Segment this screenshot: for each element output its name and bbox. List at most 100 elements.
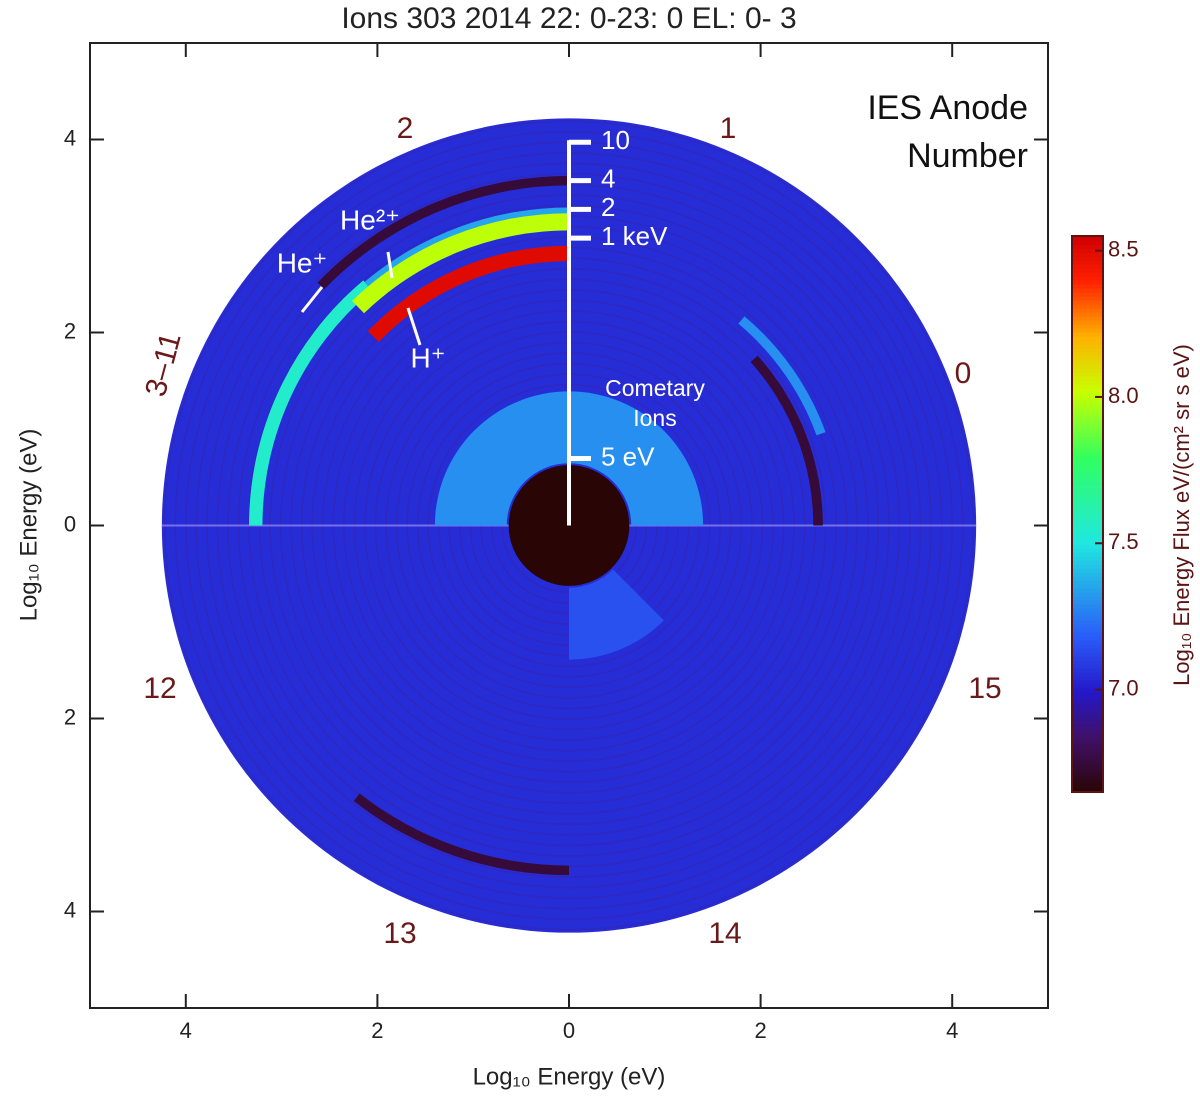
colorbar-step [1072,324,1103,329]
colorbar-step [1072,556,1103,561]
anode-label: 12 [143,672,176,705]
x-tick-label: 4 [946,1018,958,1043]
y-tick-label: 2 [64,704,76,729]
colorbar-step [1072,416,1103,421]
colorbar-step [1072,552,1103,557]
colorbar-step [1072,268,1103,273]
colorbar-step [1072,244,1103,249]
colorbar-step [1072,600,1103,605]
colorbar-step [1072,508,1103,513]
colorbar-step [1072,704,1103,709]
colorbar-step [1072,764,1103,769]
colorbar-step [1072,392,1103,397]
colorbar-frame [1071,235,1104,793]
colorbar-step [1072,300,1103,305]
colorbar-step [1072,412,1103,417]
colorbar-step [1072,256,1103,261]
colorbar-step [1072,328,1103,333]
colorbar-step [1072,616,1103,621]
colorbar-step [1072,564,1103,569]
species-label: He⁺ [277,247,328,278]
colorbar-step [1072,748,1103,753]
colorbar-step [1072,444,1103,449]
colorbar-step [1072,668,1103,673]
colorbar-step [1072,236,1103,241]
energy-scale-label: 1 keV [601,221,668,251]
colorbar-step [1072,736,1103,741]
colorbar-step [1072,724,1103,729]
colorbar-step [1072,312,1103,317]
colorbar-step [1072,592,1103,597]
x-tick-label: 2 [371,1018,383,1043]
anode-label: 0 [955,357,972,390]
colorbar-step [1072,696,1103,701]
colorbar-step [1072,424,1103,429]
colorbar-step [1072,784,1103,789]
flux-sector [249,280,372,526]
anode-label: 14 [708,917,741,950]
y-tick-label: 2 [64,318,76,343]
colorbar-step [1072,568,1103,573]
colorbar-step [1072,732,1103,737]
colorbar-step [1072,664,1103,669]
colorbar-step [1072,472,1103,477]
colorbar-step [1072,480,1103,485]
colorbar-step [1072,272,1103,277]
colorbar-step [1072,652,1103,657]
colorbar-step [1072,500,1103,505]
colorbar-step [1072,492,1103,497]
colorbar-step [1072,680,1103,685]
colorbar-step [1072,404,1103,409]
colorbar-tick-label: 7.5 [1108,529,1139,554]
flux-sector [750,355,823,526]
colorbar-step [1072,288,1103,293]
colorbar-step [1072,484,1103,489]
species-label: He²⁺ [340,204,400,235]
colorbar-step [1072,476,1103,481]
colorbar-step [1072,304,1103,309]
colorbar-step [1072,336,1103,341]
x-tick-label: 0 [563,1018,575,1043]
energy-scale-label: 5 eV [601,441,655,471]
colorbar-step [1072,768,1103,773]
colorbar-step [1072,448,1103,453]
chart-title: Ions 303 2014 22: 0-23: 0 EL: 0- 3 [341,2,796,35]
colorbar-step [1072,248,1103,253]
colorbar-step [1072,644,1103,649]
flux-sector [353,793,569,876]
colorbar-step [1072,608,1103,613]
colorbar-step [1072,432,1103,437]
colorbar-step [1072,376,1103,381]
colorbar-step [1072,360,1103,365]
colorbar-step [1072,512,1103,517]
colorbar-step [1072,588,1103,593]
colorbar-step [1072,348,1103,353]
y-axis-label: Log₁₀ Energy (eV) [15,429,42,622]
colorbar-step [1072,396,1103,401]
colorbar-step [1072,744,1103,749]
species-label: H⁺ [411,342,446,373]
legend-title: IES Anode [867,89,1028,127]
colorbar-step [1072,660,1103,665]
colorbar-step [1072,488,1103,493]
flux-sector [367,245,569,342]
colorbar-step [1072,316,1103,321]
colorbar-step [1072,460,1103,465]
x-tick-label: 4 [180,1018,192,1043]
colorbar-step [1072,296,1103,301]
colorbar-step [1072,636,1103,641]
colorbar-step [1072,772,1103,777]
colorbar-step [1072,532,1103,537]
flux-sector [352,213,569,314]
colorbar-tick-label: 8.5 [1108,236,1139,261]
colorbar-step [1072,544,1103,549]
colorbar-step [1072,576,1103,581]
colorbar-step [1072,788,1103,793]
colorbar-step [1072,716,1103,721]
colorbar-step [1072,672,1103,677]
colorbar-step [1072,612,1103,617]
x-tick-label: 2 [754,1018,766,1043]
colorbar-step [1072,708,1103,713]
colorbar-step [1072,648,1103,653]
